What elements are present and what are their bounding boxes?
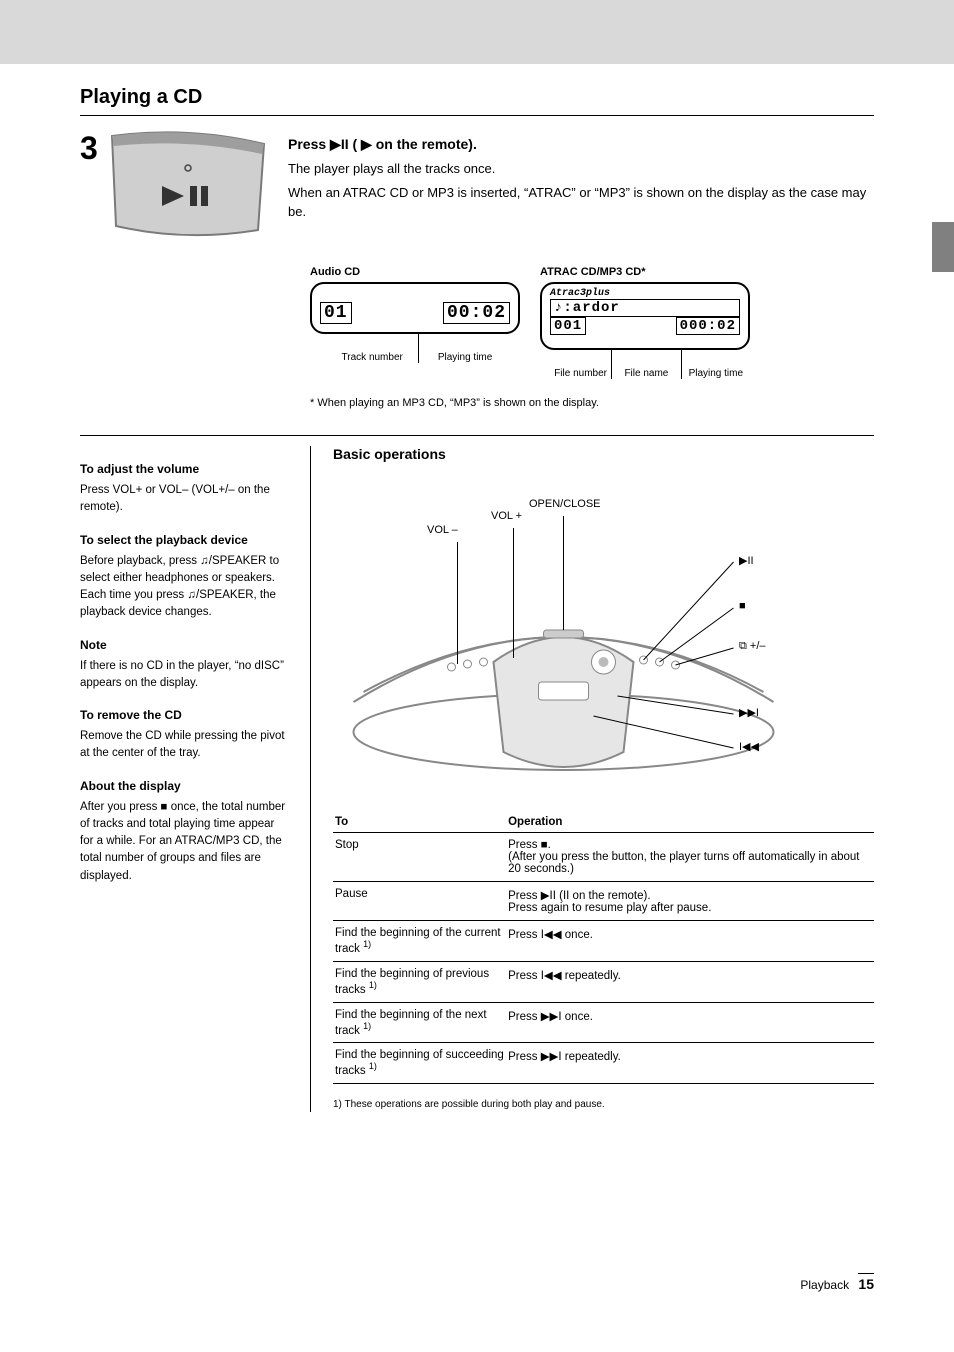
label-stop: ■ (739, 600, 746, 612)
atrac-callout1: File number (550, 350, 611, 379)
remove-text: Remove the CD while pressing the pivot a… (80, 728, 288, 763)
note-text: If there is no CD in the player, “no dIS… (80, 658, 288, 693)
table-row: Find the beginning of the next track 1)P… (333, 1002, 874, 1043)
ops-to: Find the beginning of succeeding tracks … (333, 1043, 506, 1084)
note-heading: Note (80, 636, 288, 654)
label-playpause: ▶II (739, 554, 754, 567)
step-sub1: The player plays all the tracks once. (288, 159, 874, 179)
atrac-song: ♪:ardor (550, 299, 740, 317)
section-title: Playing a CD (80, 86, 874, 109)
ops-op: Press ▶▶I repeatedly. (506, 1043, 874, 1084)
label-volminus: VOL – (427, 524, 458, 536)
headphone-icon: ♫ (200, 555, 209, 567)
step-text: Press ▶II ( ▶ on the remote). The player… (288, 130, 874, 222)
atrac-logo: Atrac3plus (550, 288, 740, 299)
table-footnote: 1) These operations are possible during … (333, 1098, 874, 1112)
player-diagram: VOL – VOL + OPEN/CLOSE ▶II ■ ⧉ +/– ▶▶I I… (333, 472, 874, 792)
side-tab (932, 222, 954, 272)
instruction-paren: ( (352, 136, 357, 152)
page-label: Playback (800, 1278, 849, 1292)
page-footer: Playback 15 (800, 1276, 874, 1292)
ops-op: Press ▶▶I once. (506, 1002, 874, 1043)
left-column: To adjust the volume Press VOL+ or VOL– … (80, 446, 310, 1112)
audio-track: 01 (320, 302, 352, 324)
display-footnote: * When playing an MP3 CD, “MP3” is shown… (310, 397, 874, 409)
display-examples: Audio CD 01 00:02 Track number Playing t… (310, 266, 874, 379)
atrac-callout2: File name (611, 350, 680, 379)
ops-to: Find the beginning of the next track 1) (333, 1002, 506, 1043)
adjust-heading: To adjust the volume (80, 460, 288, 478)
instruction-prefix: Press (288, 136, 330, 152)
step-sub2: When an ATRAC CD or MP3 is inserted, “AT… (288, 183, 874, 222)
atrac-track: 001 (550, 317, 586, 335)
th-op: Operation (506, 812, 874, 833)
device-text: Before playback, press ♫/SPEAKER to sele… (80, 553, 288, 622)
rule-top (80, 115, 874, 116)
ops-to: Pause (333, 882, 506, 921)
stop-icon: ■ (161, 801, 168, 813)
atrac-title: ATRAC CD/MP3 CD* (540, 266, 750, 278)
ops-op: Press I◀◀ repeatedly. (506, 961, 874, 1002)
table-row: PausePress ▶II (II on the remote).Press … (333, 882, 874, 921)
lcd-audio: 01 00:02 (310, 282, 520, 334)
table-row: Find the beginning of the current track … (333, 921, 874, 962)
about-display-text: After you press ■ once, the total number… (80, 799, 288, 885)
audio-time: 00:02 (443, 302, 510, 324)
display-audio-cd: Audio CD 01 00:02 Track number Playing t… (310, 266, 520, 379)
operations-table: To Operation StopPress ■.(After you pres… (333, 812, 874, 1084)
table-row: Find the beginning of previous tracks 1)… (333, 961, 874, 1002)
atrac-time: 000:02 (676, 317, 740, 335)
two-col: To adjust the volume Press VOL+ or VOL– … (80, 446, 874, 1112)
play-pause-icon: ▶II (330, 136, 349, 152)
rule-mid (80, 435, 874, 436)
ops-op: Press ■.(After you press the button, the… (506, 833, 874, 882)
device-heading: To select the playback device (80, 531, 288, 549)
step-row: 3 Press ▶II ( ▶ on the remote). (80, 130, 874, 238)
display-atrac: ATRAC CD/MP3 CD* Atrac3plus ♪:ardor 001 … (540, 266, 750, 379)
ops-op: Press ▶II (II on the remote).Press again… (506, 882, 874, 921)
audio-callout2: Playing time (418, 334, 510, 363)
lcd-atrac: Atrac3plus ♪:ardor 001 000:02 (540, 282, 750, 350)
label-volplus: VOL + (491, 510, 522, 522)
th-to: To (333, 812, 506, 833)
basic-ops-heading: Basic operations (333, 446, 874, 462)
ops-to: Find the beginning of the current track … (333, 921, 506, 962)
label-openclose: OPEN/CLOSE (529, 498, 601, 510)
play-icon: ▶ (361, 136, 372, 152)
remove-heading: To remove the CD (80, 706, 288, 724)
label-group: ⧉ +/– (739, 640, 766, 653)
ops-to: Stop (333, 833, 506, 882)
label-prev: I◀◀ (739, 740, 759, 753)
audio-cd-title: Audio CD (310, 266, 520, 278)
about-display-heading: About the display (80, 777, 288, 795)
device-illustration (108, 130, 268, 238)
page-number: 15 (858, 1273, 874, 1292)
adjust-text: Press VOL+ or VOL– (VOL+/– on the remote… (80, 482, 288, 517)
table-row: StopPress ■.(After you press the button,… (333, 833, 874, 882)
right-column: Basic operations (310, 446, 874, 1112)
audio-callout1: Track number (326, 334, 418, 363)
label-next: ▶▶I (739, 706, 759, 719)
headphone-icon: ♫ (187, 589, 196, 601)
header-bar (0, 0, 954, 64)
ops-to: Find the beginning of previous tracks 1) (333, 961, 506, 1002)
instruction-suffix: on the remote). (376, 136, 477, 152)
ops-op: Press I◀◀ once. (506, 921, 874, 962)
atrac-callout3: Playing time (681, 350, 750, 379)
table-row: Find the beginning of succeeding tracks … (333, 1043, 874, 1084)
